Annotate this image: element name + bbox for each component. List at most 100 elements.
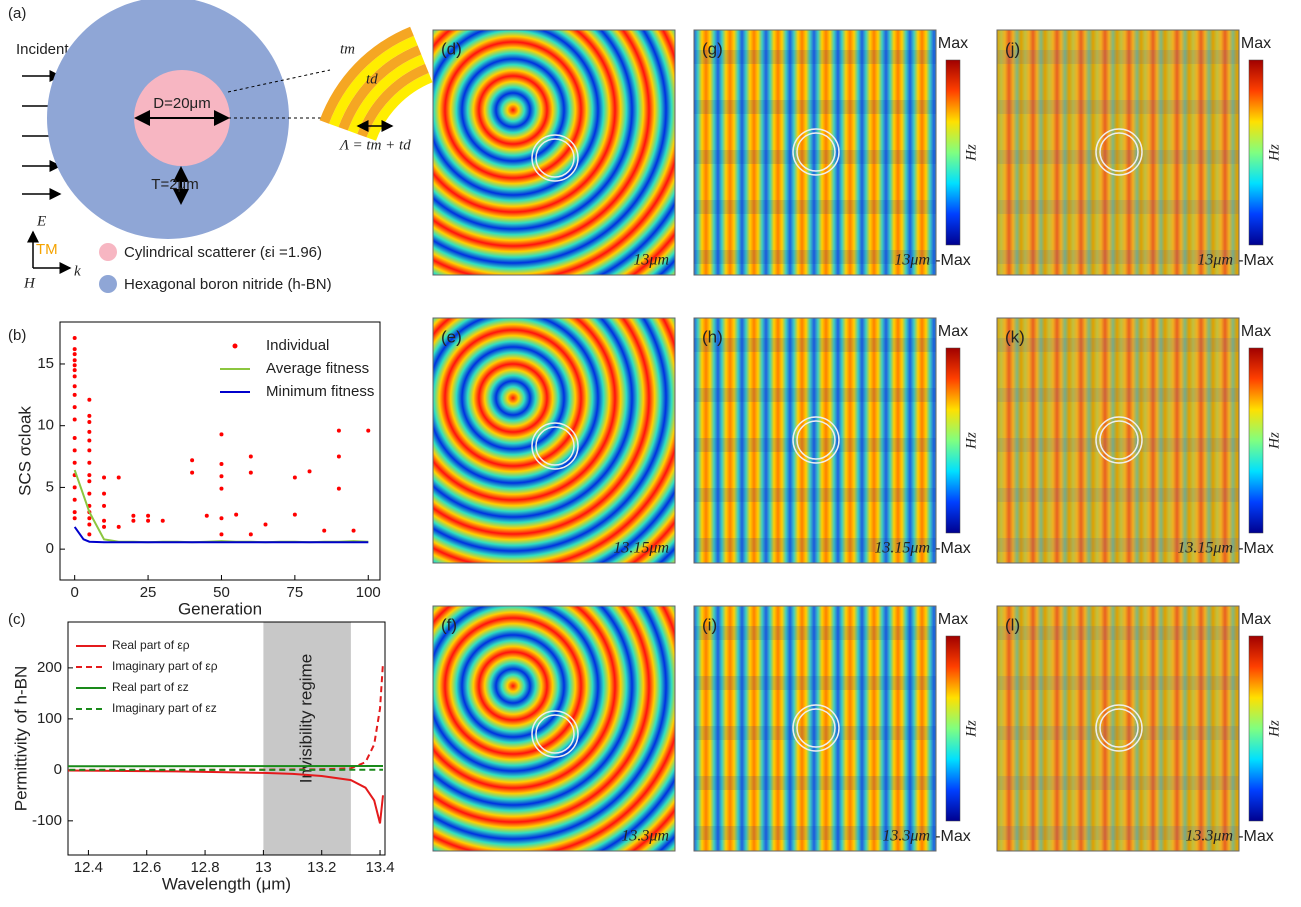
legend-label: Individual <box>266 337 329 354</box>
incident-label: Incident <box>16 41 69 58</box>
point <box>337 487 341 491</box>
colorbar-min: -Max <box>935 540 971 557</box>
x-axis-label: Wavelength (μm) <box>162 874 291 893</box>
colorbar <box>1249 60 1263 245</box>
point <box>190 471 194 475</box>
panel-label: (f) <box>441 615 457 634</box>
y-axis-label: Permittivity of h-BN <box>11 666 30 811</box>
colorbar-max: Max <box>1241 35 1271 52</box>
field-modulation <box>694 488 936 502</box>
point <box>87 479 91 483</box>
point <box>102 525 106 529</box>
colorbar <box>946 348 960 533</box>
y-tick-label: 15 <box>37 355 54 372</box>
point <box>249 471 253 475</box>
point <box>73 498 77 502</box>
point <box>87 398 91 402</box>
point <box>205 514 209 518</box>
e-label: E <box>36 213 46 229</box>
y-tick-label: 5 <box>46 478 54 495</box>
legend-marker <box>233 344 238 349</box>
point <box>73 485 77 489</box>
colorbar-max: Max <box>1241 611 1271 628</box>
legend-label: Imaginary part of εz <box>112 701 217 715</box>
point <box>87 420 91 424</box>
period-label: Λ = tm + td <box>338 137 411 153</box>
legend-label: Minimum fitness <box>266 383 374 400</box>
legend-label: Average fitness <box>266 360 369 377</box>
field-modulation <box>694 776 936 790</box>
x-axis-label: Generation <box>178 599 262 618</box>
colorbar-quantity: Hz <box>1266 144 1282 162</box>
point <box>219 462 223 466</box>
colorbar-quantity: Hz <box>963 720 979 738</box>
h-label: H <box>23 275 36 291</box>
point <box>117 525 121 529</box>
point <box>337 429 341 433</box>
panel-label: (k) <box>1005 327 1025 346</box>
field-modulation <box>694 726 936 740</box>
panel-label: (a) <box>8 5 26 22</box>
legend-label: Hexagonal boron nitride (h-BN) <box>124 276 332 293</box>
point <box>308 469 312 473</box>
field-modulation <box>694 388 936 402</box>
field-modulation <box>997 438 1239 452</box>
panel-label: (d) <box>441 39 462 58</box>
colorbar-min: -Max <box>935 252 971 269</box>
panel-label: (g) <box>702 39 723 58</box>
k-label: k <box>74 263 81 279</box>
field-map <box>433 318 675 563</box>
point <box>102 519 106 523</box>
point <box>73 461 77 465</box>
panel-label: (c) <box>8 611 26 628</box>
wavelength-label: 13.3μm <box>1185 828 1233 845</box>
point <box>102 476 106 480</box>
x-tick-label: 100 <box>356 584 381 601</box>
point <box>146 519 150 523</box>
wavelength-label: 13μm <box>633 252 669 269</box>
field-map <box>433 30 675 275</box>
point <box>73 405 77 409</box>
x-tick-label: 13.2 <box>307 859 336 876</box>
field-modulation <box>997 626 1239 640</box>
point <box>264 522 268 526</box>
x-tick-label: 12.6 <box>132 859 161 876</box>
point <box>219 532 223 536</box>
panel-label: (i) <box>702 615 717 634</box>
point <box>73 418 77 422</box>
legend-swatch <box>99 243 117 261</box>
point <box>87 448 91 452</box>
field-modulation <box>694 338 936 352</box>
legend-label: Real part of εz <box>112 680 189 694</box>
panel-label: (h) <box>702 327 723 346</box>
point <box>102 492 106 496</box>
point <box>87 532 91 536</box>
x-tick-label: 50 <box>213 584 230 601</box>
point <box>73 436 77 440</box>
field-modulation <box>694 100 936 114</box>
field-modulation <box>997 50 1239 64</box>
point <box>249 455 253 459</box>
colorbar-min: -Max <box>1238 252 1274 269</box>
colorbar-min: -Max <box>1238 828 1274 845</box>
field-map <box>433 606 675 851</box>
colorbar <box>946 636 960 821</box>
x-tick-label: 12.4 <box>74 859 103 876</box>
field-modulation <box>997 100 1239 114</box>
y-tick-label: 200 <box>37 659 62 676</box>
point <box>352 529 356 533</box>
field-modulation <box>997 200 1239 214</box>
x-tick-label: 25 <box>140 584 157 601</box>
point <box>87 430 91 434</box>
point <box>87 414 91 418</box>
point <box>219 487 223 491</box>
wavelength-label: 13μm <box>894 252 930 269</box>
point <box>73 336 77 340</box>
colorbar-quantity: Hz <box>963 144 979 162</box>
wavelength-label: 13.15μm <box>874 540 930 557</box>
point <box>73 516 77 520</box>
point <box>161 519 165 523</box>
y-tick-label: 100 <box>37 710 62 727</box>
point <box>73 384 77 388</box>
wavelength-label: 13.3μm <box>621 828 669 845</box>
